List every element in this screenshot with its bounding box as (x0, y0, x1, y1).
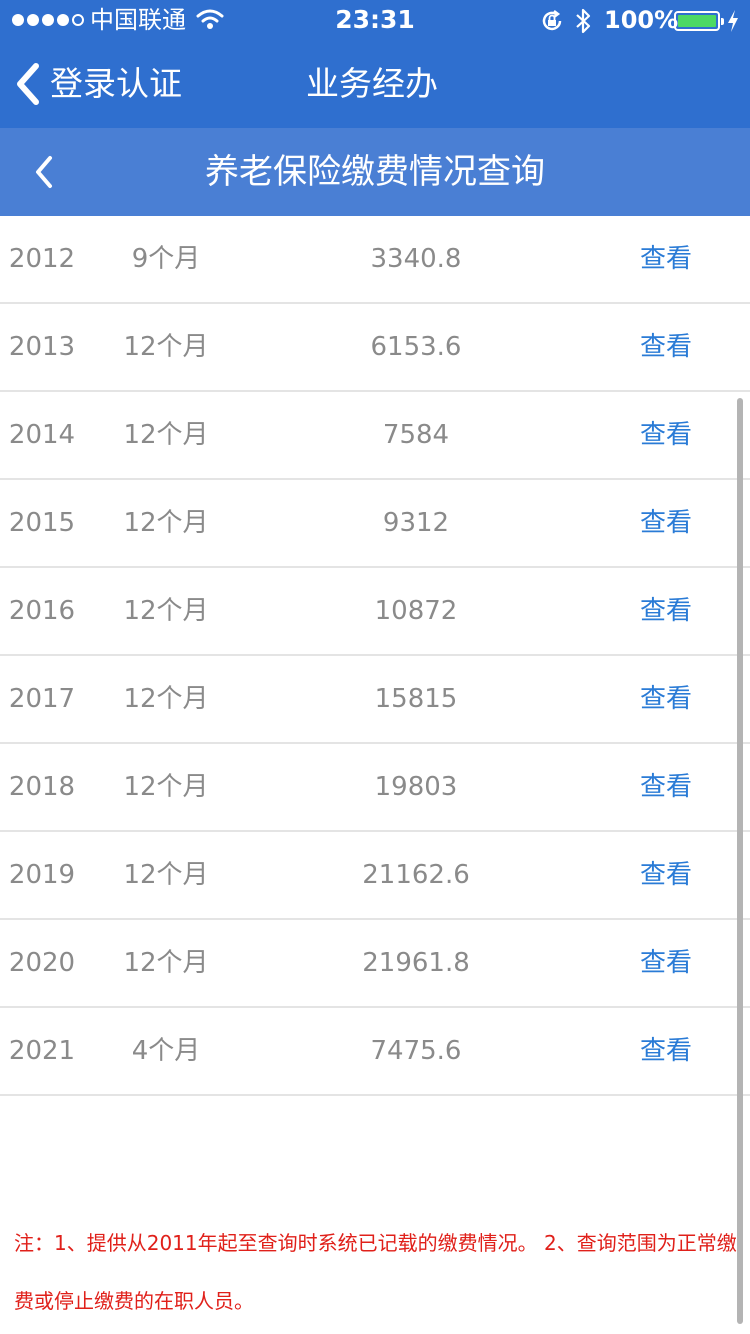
rotation-lock-icon (542, 10, 562, 31)
back-chevron-icon[interactable] (26, 148, 62, 196)
record-year: 2014 (8, 420, 76, 450)
back-button-label: 登录认证 (50, 64, 182, 103)
view-link[interactable]: 查看 (639, 1036, 692, 1066)
back-to-login-button[interactable]: 登录认证 (14, 60, 182, 108)
table-row: 2020 12个月 21961.8 查看 (0, 920, 750, 1008)
table-row: 2019 12个月 21162.6 查看 (0, 832, 750, 920)
view-link[interactable]: 查看 (639, 420, 692, 450)
charging-bolt-icon (728, 10, 738, 32)
bluetooth-icon (576, 8, 591, 34)
view-link[interactable]: 查看 (639, 860, 692, 890)
record-amount: 3340.8 (370, 244, 462, 274)
page-header: 养老保险缴费情况查询 (0, 128, 750, 216)
table-row: 2015 12个月 9312 查看 (0, 480, 750, 568)
table-row: 2014 12个月 7584 查看 (0, 392, 750, 480)
record-amount: 7584 (382, 420, 450, 450)
record-amount: 19803 (374, 772, 458, 802)
record-months: 12个月 (123, 420, 209, 450)
record-year: 2016 (8, 596, 76, 626)
battery-icon (674, 11, 724, 31)
footnote: 注：1、提供从2011年起至查询时系统已记载的缴费情况。 2、查询范围为正常缴费… (14, 1231, 737, 1313)
carrier-name: 中国联通 (90, 6, 186, 34)
scrollbar[interactable] (737, 398, 743, 1324)
nav-title: 业务经办 (306, 64, 438, 103)
record-months: 4个月 (131, 1036, 201, 1066)
record-amount: 6153.6 (370, 332, 462, 362)
record-amount: 7475.6 (370, 1036, 462, 1066)
record-months: 12个月 (123, 332, 209, 362)
record-year: 2020 (8, 948, 76, 978)
table-row: 2017 12个月 15815 查看 (0, 656, 750, 744)
record-year: 2012 (8, 244, 76, 274)
record-year: 2017 (8, 684, 76, 714)
table-row: 2021 4个月 7475.6 查看 (0, 1008, 750, 1096)
battery-percentage: 100% (604, 6, 679, 34)
navigation-bar: 中国联通 23:31 100% (0, 0, 750, 128)
view-link[interactable]: 查看 (639, 684, 692, 714)
record-months: 9个月 (131, 244, 201, 274)
status-bar: 中国联通 23:31 100% (0, 0, 750, 40)
table-row: 2013 12个月 6153.6 查看 (0, 304, 750, 392)
view-link[interactable]: 查看 (639, 244, 692, 274)
record-amount: 9312 (382, 508, 450, 538)
table-row: 2016 12个月 10872 查看 (0, 568, 750, 656)
record-amount: 21961.8 (362, 948, 470, 978)
record-year: 2018 (8, 772, 76, 802)
signal-strength-icon (12, 13, 84, 27)
table-row: 2012 9个月 3340.8 查看 (0, 216, 750, 304)
record-months: 12个月 (123, 508, 209, 538)
view-link[interactable]: 查看 (639, 948, 692, 978)
record-year: 2021 (8, 1036, 76, 1066)
table-row: 2018 12个月 19803 查看 (0, 744, 750, 832)
record-year: 2019 (8, 860, 76, 890)
view-link[interactable]: 查看 (639, 596, 692, 626)
payment-records-list: 2012 9个月 3340.8 查看 2013 12个月 6153.6 查看 2014 12个月 7… (0, 216, 750, 1096)
record-amount: 15815 (374, 684, 458, 714)
record-months: 12个月 (123, 860, 209, 890)
chevron-left-icon (17, 63, 39, 105)
record-months: 12个月 (123, 948, 209, 978)
record-year: 2015 (8, 508, 76, 538)
view-link[interactable]: 查看 (639, 772, 692, 802)
record-months: 12个月 (123, 772, 209, 802)
view-link[interactable]: 查看 (639, 508, 692, 538)
record-year: 2013 (8, 332, 76, 362)
record-amount: 21162.6 (362, 860, 470, 890)
page-title: 养老保险缴费情况查询 (205, 152, 545, 192)
record-months: 12个月 (123, 596, 209, 626)
record-amount: 10872 (374, 596, 458, 626)
view-link[interactable]: 查看 (639, 332, 692, 362)
record-months: 12个月 (123, 684, 209, 714)
wifi-icon (196, 9, 224, 29)
clock: 23:31 (335, 5, 415, 34)
